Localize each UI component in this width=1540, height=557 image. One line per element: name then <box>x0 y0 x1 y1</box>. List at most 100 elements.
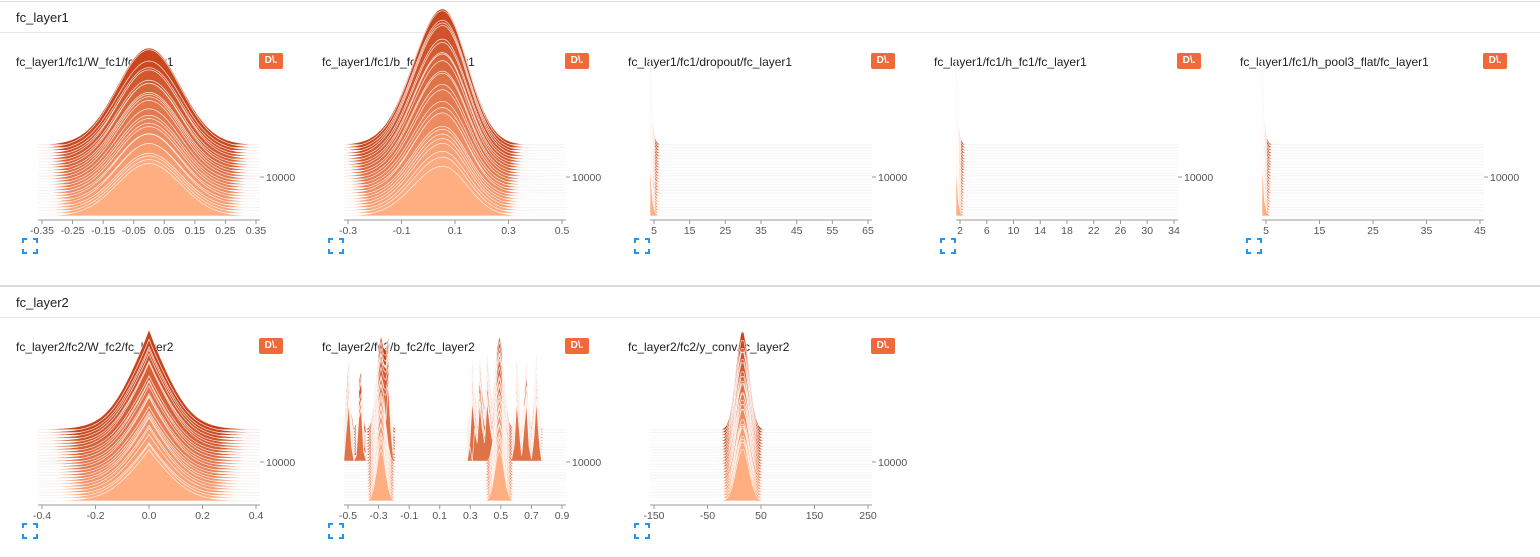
section-title: fc_layer2 <box>16 295 69 310</box>
histogram-slice <box>955 79 1179 166</box>
expand-icon[interactable] <box>940 238 956 254</box>
histogram-slice <box>1261 110 1485 185</box>
expand-icon[interactable] <box>22 523 38 539</box>
histogram-slice <box>955 134 1179 200</box>
histogram-slice <box>1261 148 1485 208</box>
x-tick-label: 0.05 <box>154 225 175 237</box>
x-tick-label: 25 <box>719 225 731 237</box>
histogram-slice <box>955 147 1179 208</box>
histogram-slice <box>37 163 261 217</box>
histogram-slice <box>1261 161 1484 217</box>
x-tick-label: 0.1 <box>448 225 463 237</box>
x-tick-label: 35 <box>1421 225 1433 237</box>
download-badge[interactable]: D\. <box>565 338 589 354</box>
histogram-slice <box>955 61 1179 151</box>
histogram-slice <box>955 69 1179 160</box>
x-tick-label: 5 <box>1263 225 1269 237</box>
histogram-slice <box>649 117 873 185</box>
histogram-slice <box>649 376 873 453</box>
y-tick-label: 10000 <box>572 457 601 469</box>
histogram-slice <box>955 102 1179 177</box>
histogram-slice <box>343 165 566 217</box>
x-tick-label: 250 <box>859 510 877 522</box>
x-tick-label: 45 <box>791 225 803 237</box>
histogram-card: fc_layer1/fc1/b_fc1/fc_layer1 D\. -0.3 -0.1… <box>306 8 601 272</box>
histogram-slice <box>649 103 873 177</box>
histogram-slice <box>955 161 1179 214</box>
histogram-slice <box>649 371 873 451</box>
x-tick-label: 0.15 <box>185 225 206 237</box>
histogram-slice <box>649 362 873 448</box>
histogram-slice <box>1261 78 1485 166</box>
x-tick-label: 0.0 <box>142 510 157 522</box>
x-tick-label: 2 <box>957 225 963 237</box>
histogram-slice <box>955 71 1179 157</box>
histogram-slice <box>649 384 873 462</box>
histogram-slice <box>955 109 1179 185</box>
histogram-slice <box>1261 81 1485 168</box>
histogram-slice <box>649 380 873 456</box>
histogram-slice <box>1261 90 1485 171</box>
histogram-slice <box>955 75 1179 163</box>
histogram-slice <box>649 67 873 157</box>
x-tick-label: -0.05 <box>122 225 146 237</box>
histogram-slice <box>649 409 873 476</box>
histogram-slice <box>1261 48 1485 148</box>
histogram-slice <box>649 359 873 445</box>
y-tick-label: 10000 <box>878 172 907 184</box>
x-tick-label: -150 <box>643 510 664 522</box>
y-tick-label: 10000 <box>266 457 295 469</box>
download-badge[interactable]: D\. <box>259 53 283 69</box>
x-tick-label: -0.1 <box>392 225 410 237</box>
card-title: fc_layer2/fc2/W_fc2/fc_layer2 <box>16 340 174 354</box>
histogram-slice <box>649 419 873 482</box>
expand-icon[interactable] <box>22 238 38 254</box>
section-header[interactable]: fc_layer1 <box>0 1 1540 33</box>
histogram-slice <box>1261 61 1485 151</box>
expand-icon[interactable] <box>1246 238 1262 254</box>
download-badge[interactable]: D\. <box>871 53 895 69</box>
histogram-slice <box>649 392 873 465</box>
histogram-slice <box>344 448 566 502</box>
expand-icon[interactable] <box>328 238 344 254</box>
histogram-slice <box>649 106 873 183</box>
expand-icon[interactable] <box>634 238 650 254</box>
x-tick-label: 0.5 <box>494 510 509 522</box>
histogram-chart: 5 15 25 35 45 10000 <box>1261 48 1519 237</box>
card-title: fc_layer1/fc1/h_fc1/fc_layer1 <box>934 55 1087 69</box>
download-badge[interactable]: D\. <box>1483 53 1507 69</box>
histogram-slice <box>1261 160 1485 214</box>
histogram-slice <box>649 129 873 194</box>
x-tick-label: 0.35 <box>246 225 267 237</box>
histogram-slice <box>1261 101 1485 177</box>
download-badge[interactable]: D\. <box>565 53 589 69</box>
expand-icon[interactable] <box>328 523 344 539</box>
histogram-slice <box>649 428 873 490</box>
section-header[interactable]: fc_layer2 <box>0 286 1540 318</box>
histogram-slice <box>1261 142 1485 205</box>
section-divider <box>0 285 1540 286</box>
x-tick-label: 0.25 <box>215 225 236 237</box>
histogram-slice <box>955 121 1179 191</box>
histogram-slice <box>343 392 567 465</box>
histogram-card: fc_layer1/fc1/h_fc1/fc_layer1 D\. 2 6 10 14 18… <box>918 42 1213 272</box>
section-title: fc_layer1 <box>16 10 69 25</box>
x-tick-label: -0.5 <box>339 510 357 522</box>
histogram-slice <box>955 155 1179 211</box>
histogram-slice <box>1261 112 1485 183</box>
histogram-slice <box>343 385 567 462</box>
histogram-slice <box>649 383 873 459</box>
histogram-slice <box>1261 80 1485 163</box>
download-badge[interactable]: D\. <box>259 338 283 354</box>
histogram-slice <box>1261 49 1484 146</box>
x-tick-label: 15 <box>1314 225 1326 237</box>
download-badge[interactable]: D\. <box>1177 53 1201 69</box>
expand-icon[interactable] <box>634 523 650 539</box>
histogram-slice <box>955 117 1179 188</box>
download-badge[interactable]: D\. <box>871 338 895 354</box>
histogram-card: fc_layer1/fc1/dropout/fc_layer1 D\. 5 15 25 3… <box>612 42 907 272</box>
x-tick-label: 0.5 <box>555 225 570 237</box>
histogram-slice <box>343 406 567 476</box>
x-tick-label: 15 <box>684 225 696 237</box>
histogram-slice <box>649 404 873 473</box>
